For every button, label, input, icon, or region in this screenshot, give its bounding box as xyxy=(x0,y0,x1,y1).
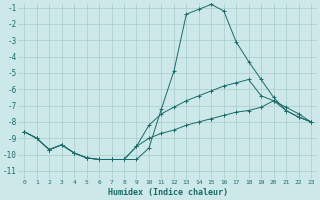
X-axis label: Humidex (Indice chaleur): Humidex (Indice chaleur) xyxy=(108,188,228,197)
